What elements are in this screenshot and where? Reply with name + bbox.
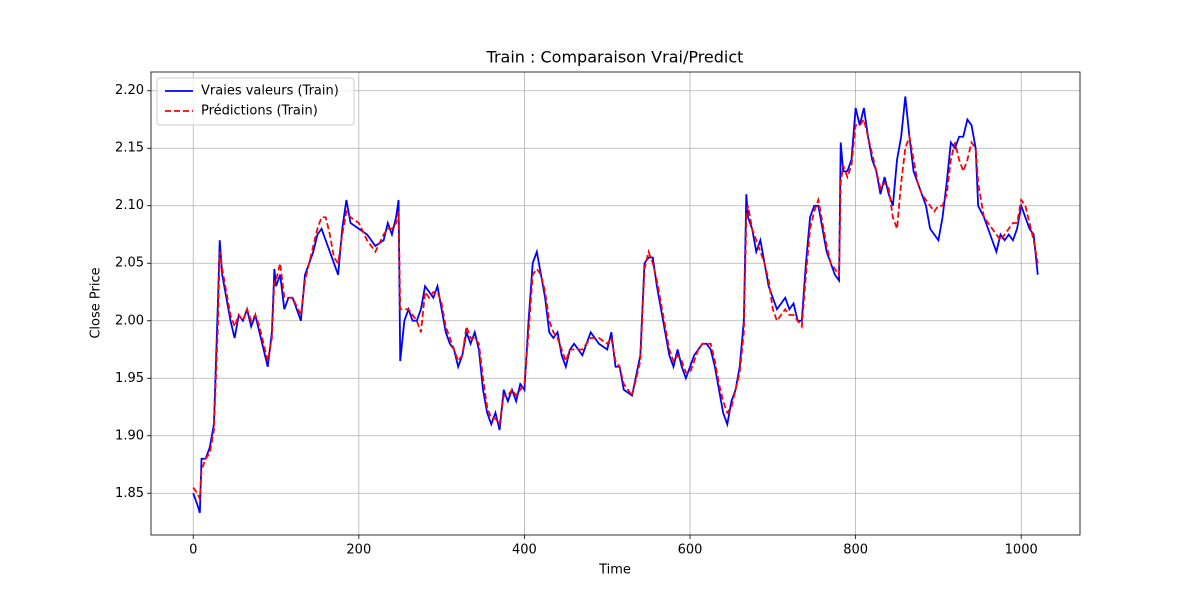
legend-label: Vraies valeurs (Train) <box>201 84 339 99</box>
plot-frame <box>150 71 1081 536</box>
x-axis-label: Time <box>598 563 631 578</box>
y-axis-label: Close Price <box>89 267 104 338</box>
x-tick-label: 1000 <box>1005 543 1038 558</box>
x-tick-label: 200 <box>346 543 371 558</box>
y-tick-label: 1.85 <box>115 486 144 501</box>
y-tick-label: 2.05 <box>115 256 144 271</box>
legend: Vraies valeurs (Train) Prédictions (Train… <box>156 77 355 126</box>
x-tick-label: 400 <box>512 543 537 558</box>
y-tick-label: 1.95 <box>115 371 144 386</box>
legend-label: Prédictions (Train) <box>201 104 318 119</box>
x-tick-label: 800 <box>843 543 868 558</box>
y-tick-label: 2.00 <box>115 313 144 328</box>
y-tick-label: 2.20 <box>115 83 144 98</box>
y-tick-label: 2.15 <box>115 141 144 156</box>
data-line <box>192 117 1039 500</box>
chart-title: Train : Comparaison Vrai/Predict <box>486 48 744 67</box>
data-line <box>192 96 1039 514</box>
x-tick-label: 0 <box>189 543 197 558</box>
x-tick-label: 600 <box>678 543 703 558</box>
y-tick-label: 1.90 <box>115 428 144 443</box>
y-tick-label: 2.10 <box>115 198 144 213</box>
legend-box <box>156 77 355 126</box>
